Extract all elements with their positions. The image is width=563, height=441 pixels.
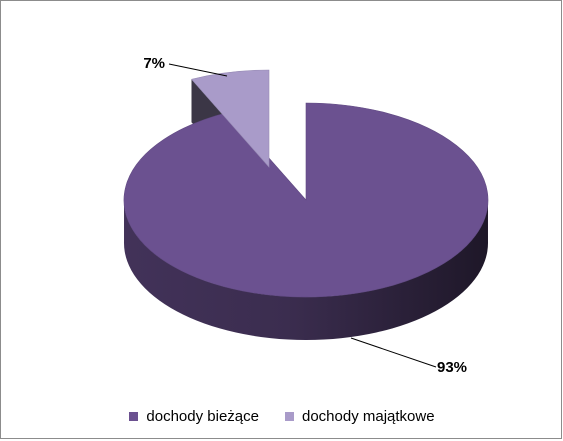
legend-swatch-current-income <box>129 411 139 421</box>
legend-item-current-income: dochody bieżące <box>129 408 259 425</box>
legend: dochody bieżące dochody majątkowe <box>1 404 563 428</box>
legend-label-current-income: dochody bieżące <box>146 407 259 425</box>
legend-item-capital-income: dochody majątkowe <box>285 408 435 425</box>
legend-swatch-capital-income <box>285 411 294 421</box>
legend-label-capital-income: dochody majątkowe <box>302 407 435 425</box>
pie-slice-top-1 <box>190 69 270 168</box>
data-label-1: 7% <box>143 55 165 72</box>
leader-line-0 <box>350 337 437 368</box>
leader-line-1 <box>168 63 228 77</box>
pie-slice-top-0 <box>123 102 489 298</box>
data-label-0: 93% <box>437 359 467 376</box>
pie-slice-outer-side-0-0 <box>123 198 488 341</box>
